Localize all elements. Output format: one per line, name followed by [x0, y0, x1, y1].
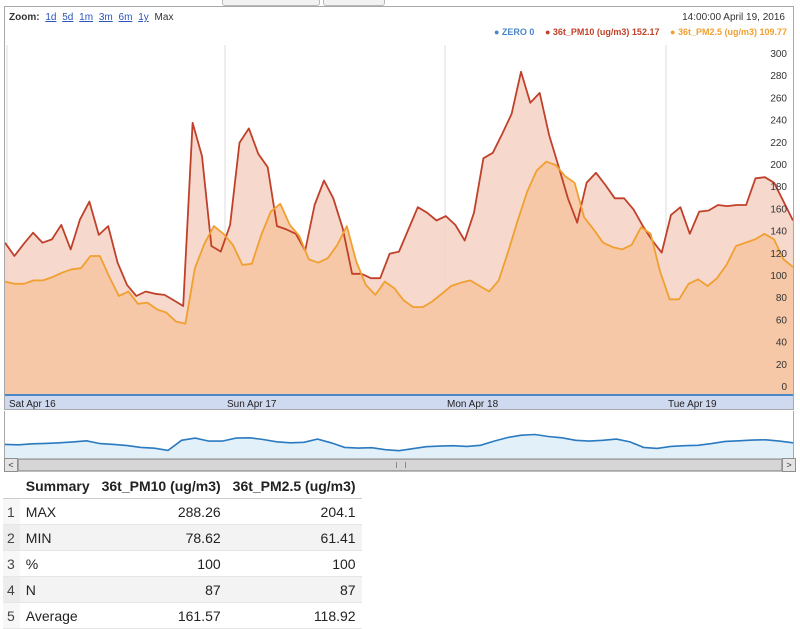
summary-table: Summary 36t_PM10 (ug/m3) 36t_PM2.5 (ug/m… [3, 473, 362, 629]
y-tick-label: 280 [770, 71, 787, 82]
row-label: MAX [19, 498, 96, 525]
row-pm25-value: 87 [226, 576, 362, 603]
zoom-3m-link[interactable]: 3m [98, 12, 113, 23]
y-tick-label: 140 [770, 227, 787, 238]
zoom-1y-link[interactable]: 1y [138, 12, 149, 23]
row-label: MIN [19, 524, 96, 551]
row-index: 1 [3, 498, 20, 525]
x-tick-label: Sat Apr 16 [9, 399, 56, 409]
row-pm10-value: 288.26 [95, 498, 227, 525]
y-tick-label: 0 [781, 382, 787, 393]
x-axis-band [5, 396, 793, 409]
row-index: 5 [3, 602, 20, 629]
navigator-plot [4, 433, 794, 458]
y-tick-label: 100 [770, 271, 787, 282]
zoom-selector: Zoom: 1d 5d 1m 3m 6m 1y Max [9, 12, 173, 23]
legend-dot-icon: ● [544, 27, 551, 37]
row-pm25-value: 118.92 [226, 602, 362, 629]
row-pm10-value: 161.57 [95, 602, 227, 629]
scroll-left-button[interactable]: < [4, 458, 18, 472]
y-tick-label: 260 [770, 93, 787, 104]
row-pm10-value: 87 [95, 576, 227, 603]
chart-container: 0 20 40 60 80 100 120 140 160 180 200 220 240 260 280 3… [4, 6, 794, 410]
row-label: N [19, 576, 96, 603]
x-tick-label: Sun Apr 17 [227, 399, 277, 409]
y-tick-label: 120 [770, 249, 787, 260]
series-line-1 [5, 160, 793, 325]
scroll-right-button[interactable]: > [782, 458, 796, 472]
row-pm25-value: 61.41 [226, 524, 362, 551]
table-row: 4 N 87 87 [3, 576, 362, 603]
navigator-scrollbar[interactable]: < > [4, 458, 796, 472]
row-index: 2 [3, 524, 20, 551]
chart-legend: ● ZERO 0 ● 36t_PM10 (ug/m3) 152.17 ● 36t… [486, 27, 787, 37]
series-area-1 [5, 161, 793, 395]
y-tick-label: 220 [770, 138, 787, 149]
legend-item-pm10[interactable]: ● 36t_PM10 (ug/m3) 152.17 [545, 27, 660, 37]
legend-label: 36t_PM2.5 (ug/m3) 109.77 [677, 27, 787, 37]
y-tick-label: 160 [770, 204, 787, 215]
x-tick-label: Mon Apr 18 [447, 399, 499, 409]
zoom-5d-link[interactable]: 5d [62, 12, 74, 23]
y-tick-label: 80 [776, 293, 788, 304]
table-header-pm25: 36t_PM2.5 (ug/m3) [226, 473, 362, 499]
row-pm25-value: 100 [226, 550, 362, 577]
table-header-pm10: 36t_PM10 (ug/m3) [95, 473, 227, 499]
row-pm10-value: 78.62 [95, 524, 227, 551]
table-header-index [3, 473, 20, 499]
table-header-row: Summary 36t_PM10 (ug/m3) 36t_PM2.5 (ug/m… [3, 473, 362, 499]
table-row: 3 % 100 100 [3, 550, 362, 577]
y-tick-label: 240 [770, 116, 787, 127]
table-header-summary: Summary [19, 473, 96, 499]
y-tick-label: 300 [770, 49, 787, 60]
legend-label: 36t_PM10 (ug/m3) 152.17 [552, 27, 660, 37]
top-toolbar-strip [0, 0, 800, 6]
toolbar-button[interactable] [323, 0, 385, 6]
zoom-max-current: Max [154, 12, 174, 23]
navigator-line [4, 433, 794, 452]
navigator-panel[interactable] [4, 411, 794, 458]
zoom-1d-link[interactable]: 1d [45, 12, 57, 23]
table-row: 5 Average 161.57 118.92 [3, 602, 362, 629]
table-row: 2 MIN 78.62 61.41 [3, 524, 362, 551]
row-index: 3 [3, 550, 20, 577]
legend-item-pm25[interactable]: ● 36t_PM2.5 (ug/m3) 109.77 [670, 27, 787, 37]
row-index: 4 [3, 576, 20, 603]
toolbar-button[interactable] [222, 0, 320, 6]
row-pm10-value: 100 [95, 550, 227, 577]
series-line-0 [5, 70, 793, 307]
x-tick-label: Tue Apr 19 [668, 399, 717, 409]
legend-item-zero[interactable]: ● ZERO 0 [494, 27, 534, 37]
row-label: Average [19, 602, 96, 629]
legend-dot-icon: ● [669, 27, 676, 37]
chart-plot-area: 0 20 40 60 80 100 120 140 160 180 200 220 240 260 280 3… [5, 45, 793, 409]
legend-label: ZERO 0 [501, 27, 535, 37]
y-tick-label: 180 [770, 182, 787, 193]
y-tick-label: 40 [776, 338, 788, 349]
table-row: 1 MAX 288.26 204.1 [3, 498, 362, 525]
scrollbar-thumb[interactable] [18, 459, 782, 471]
row-label: % [19, 550, 96, 577]
zoom-label: Zoom: [9, 12, 40, 23]
zoom-6m-link[interactable]: 6m [118, 12, 133, 23]
y-tick-label: 20 [776, 360, 788, 371]
legend-dot-icon: ● [493, 27, 500, 37]
chart-datetime: 14:00:00 April 19, 2016 [682, 12, 785, 23]
row-pm25-value: 204.1 [226, 498, 362, 525]
y-tick-label: 200 [770, 160, 787, 171]
y-tick-label: 60 [776, 315, 788, 326]
zoom-1m-link[interactable]: 1m [79, 12, 94, 23]
scrollbar-grip-icon [396, 462, 406, 468]
